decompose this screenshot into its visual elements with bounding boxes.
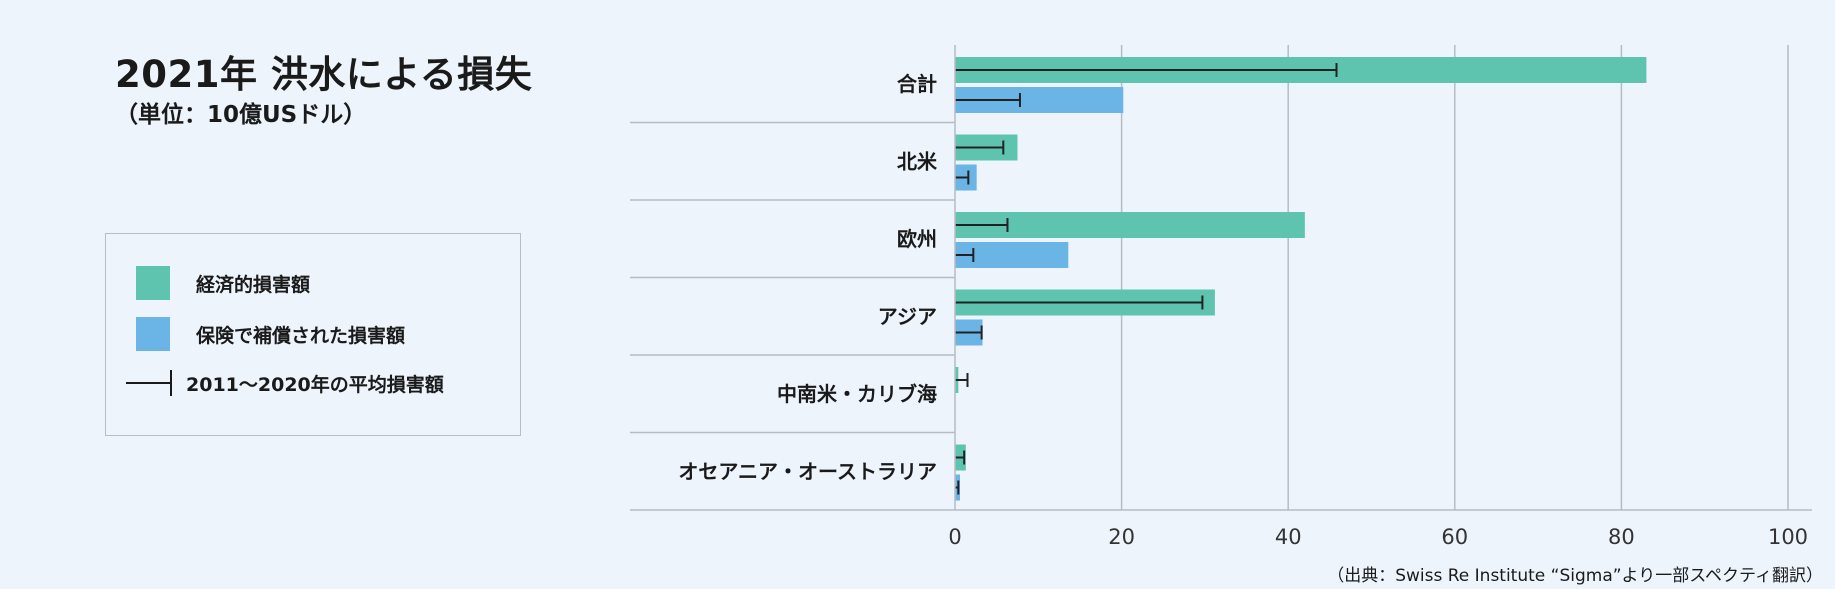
chart-subtitle: （単位：10億USドル） (115, 102, 367, 128)
x-tick-label: 20 (1108, 525, 1135, 549)
legend-swatch-economic (136, 266, 170, 300)
category-label: オセアニア・オーストラリア (678, 459, 937, 483)
category-label: 合計 (897, 72, 937, 96)
legend: 経済的損害額 保険で補償された損害額 2011～2020年の平均損害額 (105, 233, 521, 436)
legend-label-insured: 保険で補償された損害額 (196, 324, 406, 347)
bar-economic (955, 212, 1305, 238)
legend-swatch-insured (136, 317, 170, 351)
x-tick-label: 80 (1608, 525, 1635, 549)
legend-errorbar-icon (126, 370, 176, 396)
x-tick-label: 100 (1768, 525, 1808, 549)
category-label: 北米 (897, 149, 938, 173)
category-label: アジア (878, 304, 937, 328)
legend-item-insured: 保険で補償された損害額 (136, 317, 405, 351)
x-tick-label: 0 (948, 525, 961, 549)
legend-item-average: 2011～2020年の平均損害額 (126, 366, 444, 400)
source-note: （出典：Swiss Re Institute “Sigma”より一部スペクティ翻… (1327, 566, 1823, 586)
chart-title: 2021年 洪水による損失 (115, 53, 533, 96)
legend-label-economic: 経済的損害額 (196, 273, 311, 296)
legend-item-economic: 経済的損害額 (136, 266, 310, 300)
x-tick-label: 40 (1275, 525, 1302, 549)
legend-label-average: 2011～2020年の平均損害額 (186, 373, 444, 396)
x-tick-label: 60 (1441, 525, 1468, 549)
category-label: 欧州 (897, 227, 937, 251)
category-label: 中南米・カリブ海 (777, 382, 937, 406)
